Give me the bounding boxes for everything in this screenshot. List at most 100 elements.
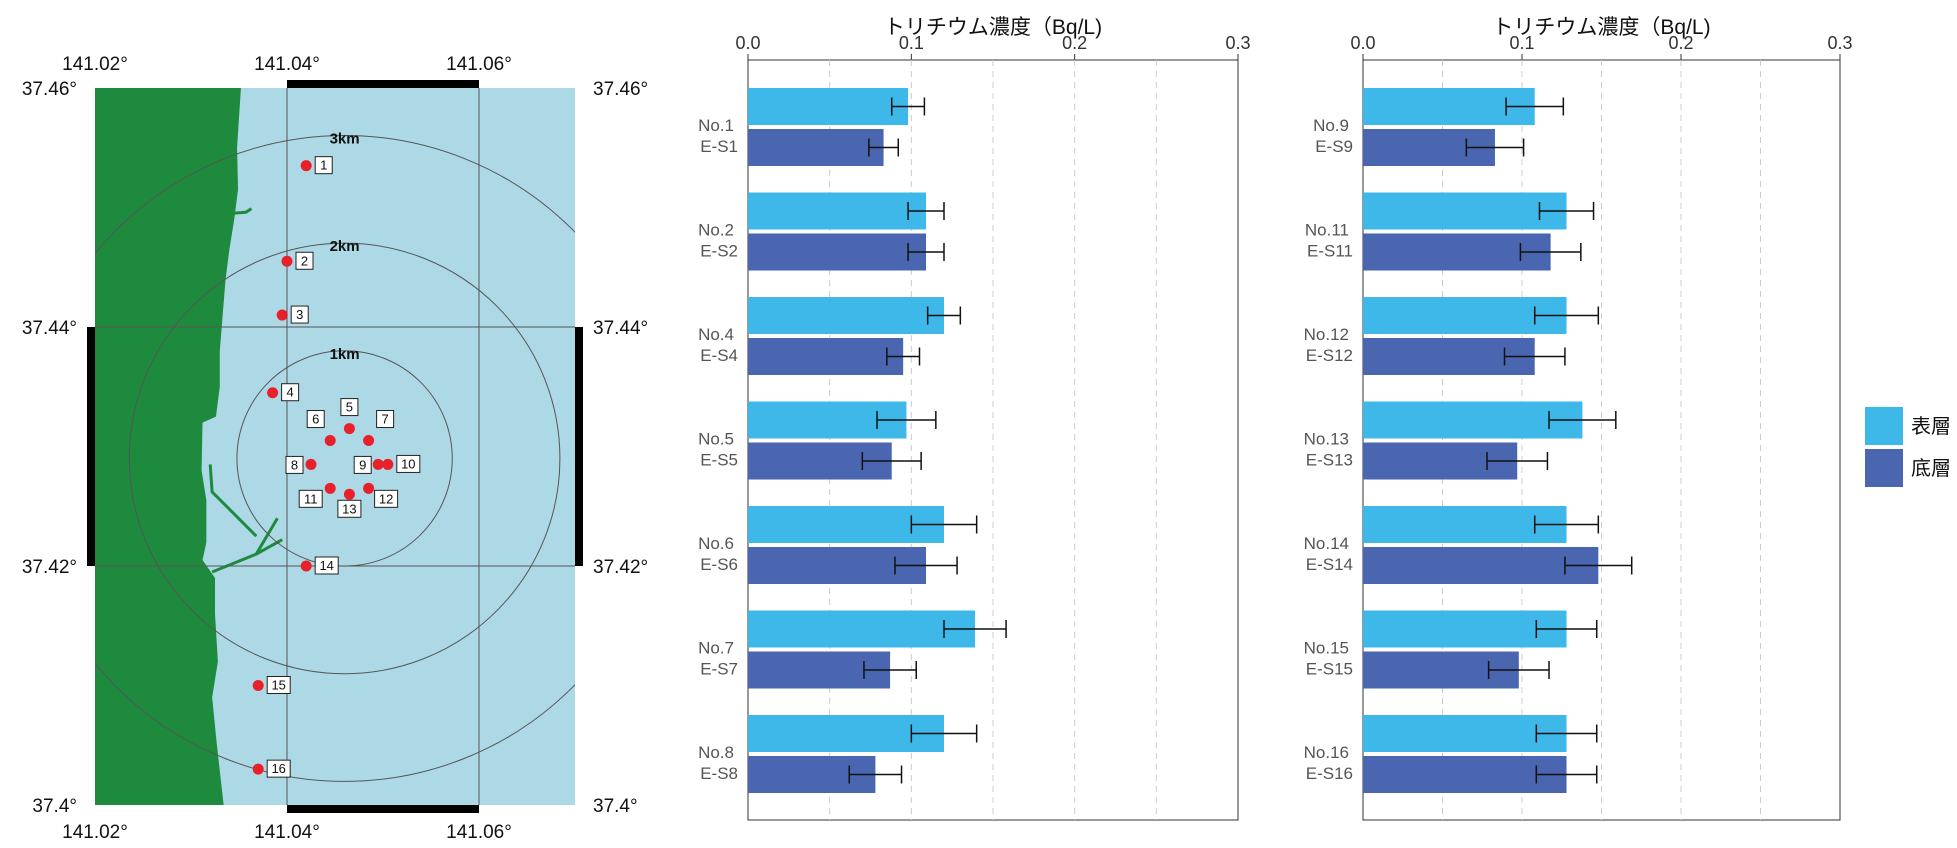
category-label-no: No.4 (698, 325, 734, 344)
breakwater-north (229, 207, 253, 215)
distance-ring (128, 242, 561, 675)
sampling-point (276, 309, 288, 321)
x-tick-label: 0.0 (1350, 33, 1375, 53)
bar-chart-2: 0.0 0.1 0.2 0.3 トリチウム濃度（Bq/L) No.9 E-S9 No.11 E-… (1304, 16, 1853, 821)
category-label-es: E-S2 (700, 242, 738, 261)
map-frame-segment (479, 80, 583, 88)
sampling-point (281, 255, 293, 267)
category-label-es: E-S16 (1306, 764, 1353, 783)
point-label-box (337, 499, 362, 518)
category-label-es: E-S7 (700, 660, 738, 679)
sampling-point (343, 488, 355, 500)
map-lat-tick-left: 37.44° (22, 318, 77, 339)
point-label-box (306, 410, 325, 429)
category-label-no: No.2 (698, 221, 734, 240)
x-tick-label: 0.1 (1509, 33, 1534, 53)
category-label-es: E-S12 (1306, 346, 1353, 365)
breakwater-south-tip (255, 538, 283, 556)
point-label-box (295, 251, 314, 270)
map-frame-segment (87, 88, 95, 327)
map-lat-tick-left: 37.42° (22, 557, 77, 578)
map-frame-segment (87, 805, 287, 813)
bar-bottom (748, 129, 884, 166)
land-area (95, 88, 241, 805)
sampling-point (363, 435, 375, 447)
x-tick-label: 0.2 (1668, 33, 1693, 53)
distance-ring (236, 350, 453, 567)
category-label-no: No.11 (1305, 221, 1349, 240)
category-label-no: No.7 (698, 639, 734, 658)
bar-chart-1: 0.0 0.1 0.2 0.3 トリチウム濃度（Bq/L) No.1 E-S1 No.2 E-S… (698, 16, 1251, 821)
ring-label: 2km (330, 238, 360, 255)
bar-surface (748, 88, 909, 125)
point-label-box (298, 489, 323, 508)
point-label: 14 (319, 558, 333, 573)
map-lon-tick-top: 141.02° (62, 54, 128, 75)
point-label: 8 (291, 457, 298, 472)
map-lat-tick-right: 37.42° (593, 557, 648, 578)
category-label-es: E-S6 (700, 555, 738, 574)
legend-swatch-bottom (1865, 449, 1903, 487)
map-lon-tick-bottom: 141.04° (254, 822, 320, 843)
point-label-box (376, 410, 395, 429)
sampling-point (300, 160, 312, 172)
sampling-point (252, 680, 264, 691)
point-label-box (266, 759, 291, 778)
category-label-es: E-S4 (700, 346, 738, 365)
ring-label: 1km (330, 346, 360, 363)
sampling-point (324, 482, 336, 494)
point-label-box (374, 489, 399, 508)
point-label: 6 (312, 412, 319, 427)
sampling-point (343, 423, 355, 435)
bar-surface (1363, 401, 1583, 439)
x-tick-label: 0.0 (735, 33, 760, 53)
category-label-no: No.1 (698, 116, 734, 135)
map-frame-segment (575, 88, 583, 327)
map-lat-tick-left: 37.4° (32, 796, 77, 817)
bar-surface (1363, 610, 1567, 648)
chart-title: トリチウム濃度（Bq/L) (1492, 16, 1710, 39)
sampling-point (324, 435, 336, 447)
category-label-no: No.9 (1313, 116, 1349, 135)
map-lon-tick-top: 141.04° (254, 54, 320, 75)
distance-ring (95, 135, 575, 782)
point-label: 9 (359, 457, 366, 472)
category-label-es: E-S14 (1306, 555, 1353, 574)
x-tick-label: 0.3 (1225, 33, 1250, 53)
map-frame-segment (87, 80, 287, 88)
x-tick-label: 0.1 (899, 33, 924, 53)
point-label: 15 (271, 678, 285, 693)
point-label: 1 (320, 158, 327, 173)
map-lat-tick-right: 37.46° (593, 79, 648, 100)
x-tick-label: 0.2 (1062, 33, 1087, 53)
point-label-box (353, 455, 372, 474)
breakwater-inner (208, 464, 258, 538)
bar-bottom (748, 233, 927, 271)
bar-surface (748, 610, 976, 648)
point-label-box (266, 676, 291, 694)
bar-surface (748, 297, 944, 334)
bar-bottom (748, 338, 904, 375)
point-label-box (396, 454, 421, 473)
ring-label: 3km (330, 130, 360, 147)
category-label-es: E-S1 (700, 137, 738, 156)
category-label-no: No.14 (1304, 534, 1349, 553)
map-lon-tick-top: 141.06° (446, 54, 512, 75)
point-label: 10 (401, 456, 415, 471)
sampling-point (372, 458, 384, 470)
point-label-box (340, 398, 359, 417)
category-label-no: No.5 (698, 430, 734, 449)
point-label: 2 (301, 253, 308, 268)
map-lat-tick-right: 37.44° (593, 318, 648, 339)
map-lat-tick-right: 37.4° (593, 796, 638, 817)
bar-surface (1363, 192, 1567, 230)
point-label-box (285, 455, 304, 474)
sampling-point (252, 763, 264, 775)
map-frame-segment (575, 566, 583, 805)
bar-surface (748, 192, 927, 230)
bar-bottom (1363, 756, 1567, 793)
bar-surface (1363, 506, 1567, 543)
map-frame-segment (87, 566, 95, 805)
